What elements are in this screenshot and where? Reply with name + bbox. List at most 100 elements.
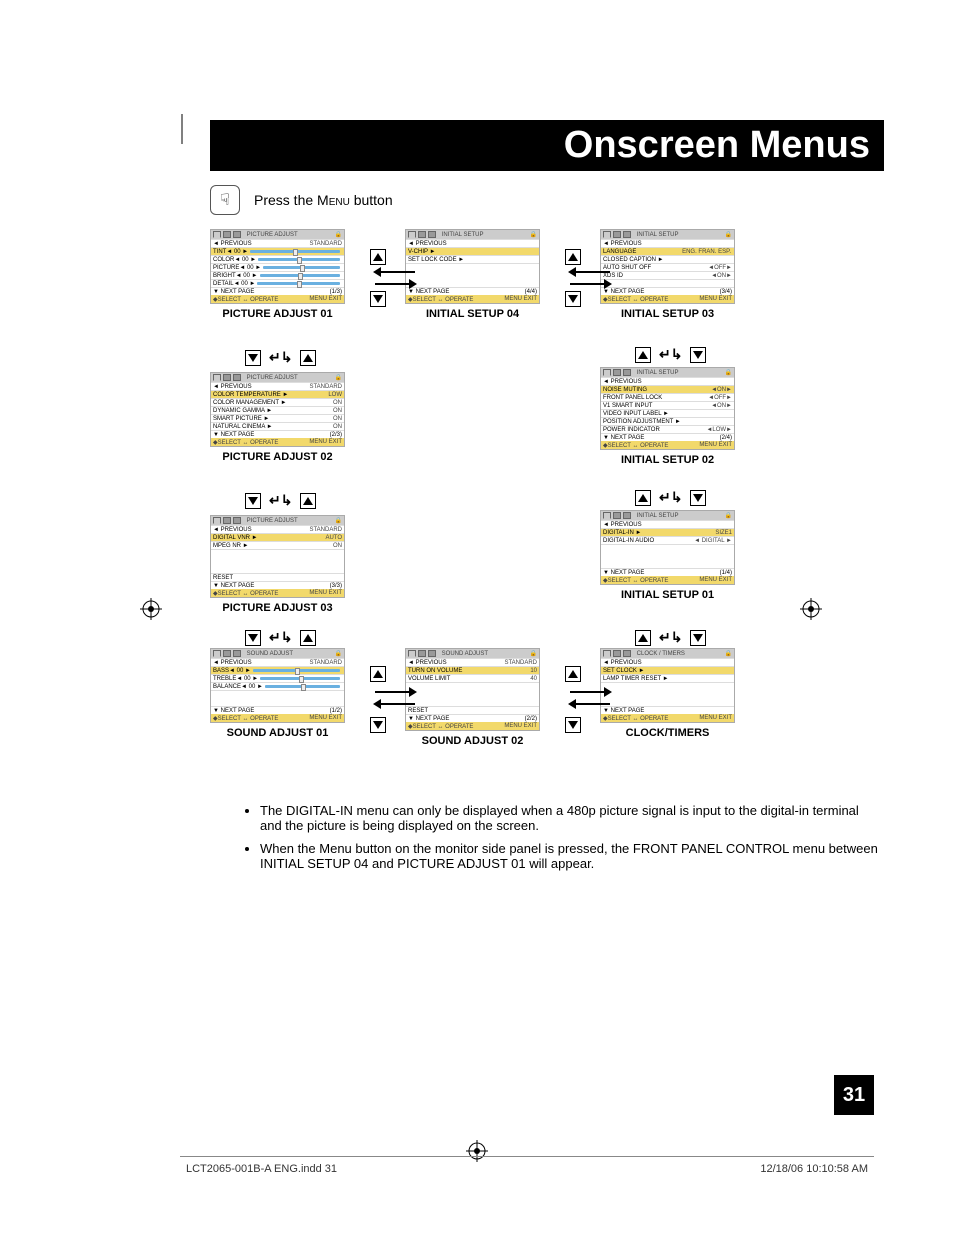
nav-down-icon bbox=[690, 630, 706, 646]
nav-down-icon bbox=[690, 490, 706, 506]
between-arrows: ↵↳ bbox=[635, 489, 706, 506]
nav-down-icon bbox=[245, 630, 261, 646]
reg-mark-icon bbox=[466, 120, 488, 142]
osd-next-page: ▼ NEXT PAGE bbox=[601, 706, 734, 714]
osd-footer-bar: ◆SELECT ↔ OPERATEMENU EXIT bbox=[211, 714, 344, 722]
instruction-suffix: button bbox=[350, 192, 393, 208]
nav-down-icon bbox=[370, 717, 386, 733]
between-arrows: ↵↳ bbox=[245, 349, 316, 366]
link-arrow-r-icon bbox=[570, 687, 610, 697]
osd-previous-row: ◄ PREVIOUS bbox=[601, 239, 734, 247]
between-arrows: ↵↳ bbox=[245, 629, 316, 646]
osd-previous-row: ◄ PREVIOUSSTANDARD bbox=[211, 658, 344, 666]
nav-up-icon bbox=[635, 347, 651, 363]
osd-footer-bar: ◆SELECT ↔ OPERATEMENU EXIT bbox=[601, 441, 734, 449]
osd-is1: INITIAL SETUP🔒◄ PREVIOUSDIGITAL-IN ►SIZE… bbox=[600, 510, 735, 601]
link-arrow-l-icon bbox=[375, 699, 415, 709]
osd-footer-bar: ◆SELECT ↔ OPERATEMENU EXIT bbox=[601, 295, 734, 303]
link-arrow-l-icon bbox=[375, 267, 415, 277]
osd-next-page: ▼ NEXT PAGE(1/2) bbox=[211, 706, 344, 714]
osd-item-row: PICTURE◄ 00 ► bbox=[211, 263, 344, 271]
nav-up-icon bbox=[300, 350, 316, 366]
osd-caption: CLOCK/TIMERS bbox=[600, 727, 735, 739]
osd-previous-row: ◄ PREVIOUS bbox=[406, 239, 539, 247]
page-number: 31 bbox=[834, 1075, 874, 1115]
osd-caption: SOUND ADJUST 01 bbox=[210, 727, 345, 739]
osd-footer-bar: ◆SELECT ↔ OPERATEMENU EXIT bbox=[211, 295, 344, 303]
osd-footer-bar: ◆SELECT ↔ OPERATEMENU EXIT bbox=[406, 722, 539, 730]
nav-up-icon bbox=[635, 490, 651, 506]
osd-pa1: PICTURE ADJUST🔒◄ PREVIOUSSTANDARDTINT◄ 0… bbox=[210, 229, 345, 320]
osd-previous-row: ◄ PREVIOUSSTANDARD bbox=[406, 658, 539, 666]
nav-down-icon bbox=[245, 350, 261, 366]
instruction-row: ☟ Press the Menu button bbox=[210, 185, 884, 215]
osd-item-row: SET LOCK CODE ► bbox=[406, 255, 539, 263]
osd-header: PICTURE ADJUST🔒 bbox=[211, 373, 344, 382]
osd-sa1: SOUND ADJUST🔒◄ PREVIOUSSTANDARDBASS◄ 00 … bbox=[210, 648, 345, 739]
osd-item-row: DYNAMIC GAMMA ►ON bbox=[211, 406, 344, 414]
crop-mark-icon bbox=[176, 114, 216, 154]
osd-item-row: BALANCE◄ 00 ► bbox=[211, 682, 344, 690]
curve-arrows-icon: ↵↳ bbox=[269, 349, 292, 366]
osd-item-row: VOLUME LIMIT40 bbox=[406, 674, 539, 682]
osd-caption: PICTURE ADJUST 03 bbox=[210, 602, 345, 614]
curve-arrows-icon: ↵↳ bbox=[659, 489, 682, 506]
osd-item-row: COLOR◄ 00 ► bbox=[211, 255, 344, 263]
osd-is3: INITIAL SETUP🔒◄ PREVIOUSLANGUAGEENG. FRA… bbox=[600, 229, 735, 320]
osd-footer-bar: ◆SELECT ↔ OPERATEMENU EXIT bbox=[211, 589, 344, 597]
osd-caption: PICTURE ADJUST 02 bbox=[210, 451, 345, 463]
between-arrows: ↵↳ bbox=[245, 492, 316, 509]
osd-item-row: LAMP TIMER RESET ► bbox=[601, 674, 734, 682]
nav-down-icon bbox=[565, 717, 581, 733]
osd-header: SOUND ADJUST🔒 bbox=[406, 649, 539, 658]
osd-item-row: DETAIL◄ 00 ► bbox=[211, 279, 344, 287]
osd-item-row: LANGUAGEENG. FRAN. ESP. bbox=[601, 247, 734, 255]
hand-icon: ☟ bbox=[210, 185, 240, 215]
osd-header: PICTURE ADJUST🔒 bbox=[211, 516, 344, 525]
curve-arrows-icon: ↵↳ bbox=[269, 492, 292, 509]
osd-item-row: SET CLOCK ► bbox=[601, 666, 734, 674]
link-arrow-r-icon bbox=[375, 279, 415, 289]
osd-next-page: ▼ NEXT PAGE(1/3) bbox=[211, 287, 344, 295]
note-item: The DIGITAL-IN menu can only be displaye… bbox=[260, 803, 884, 833]
osd-header: INITIAL SETUP🔒 bbox=[601, 511, 734, 520]
nav-up-icon bbox=[635, 630, 651, 646]
link-arrow-r-icon bbox=[570, 279, 610, 289]
osd-footer-bar: ◆SELECT ↔ OPERATEMENU EXIT bbox=[601, 714, 734, 722]
osd-item-row: POSITION ADJUSTMENT ► bbox=[601, 417, 734, 425]
osd-header: INITIAL SETUP🔒 bbox=[601, 230, 734, 239]
osd-caption: INITIAL SETUP 01 bbox=[600, 589, 735, 601]
osd-item-row: TINT◄ 00 ► bbox=[211, 247, 344, 255]
between-arrows: ↵↳ bbox=[635, 629, 706, 646]
osd-box: PICTURE ADJUST🔒◄ PREVIOUSSTANDARDTINT◄ 0… bbox=[210, 229, 345, 304]
osd-item-row: TURN ON VOLUME10 bbox=[406, 666, 539, 674]
between-arrows: ↵↳ bbox=[635, 346, 706, 363]
curve-arrows-icon: ↵↳ bbox=[269, 629, 292, 646]
instruction-prefix: Press the bbox=[254, 192, 317, 208]
osd-header: PICTURE ADJUST🔒 bbox=[211, 230, 344, 239]
menu-flow-diagram: PICTURE ADJUST🔒◄ PREVIOUSSTANDARDTINT◄ 0… bbox=[180, 229, 940, 789]
nav-up-icon bbox=[370, 666, 386, 682]
osd-item-row: BRIGHT◄ 00 ► bbox=[211, 271, 344, 279]
osd-item-row: BASS◄ 00 ► bbox=[211, 666, 344, 674]
osd-caption: SOUND ADJUST 02 bbox=[405, 735, 540, 747]
osd-next-page: ▼ NEXT PAGE(3/3) bbox=[211, 581, 344, 589]
osd-box: SOUND ADJUST🔒◄ PREVIOUSSTANDARDBASS◄ 00 … bbox=[210, 648, 345, 723]
nav-down-icon bbox=[245, 493, 261, 509]
link-arrow-r-icon bbox=[375, 687, 415, 697]
osd-previous-row: ◄ PREVIOUSSTANDARD bbox=[211, 382, 344, 390]
osd-next-page: ▼ NEXT PAGE(2/4) bbox=[601, 433, 734, 441]
osd-previous-row: ◄ PREVIOUS bbox=[601, 658, 734, 666]
osd-extra-row: RESET bbox=[406, 706, 539, 714]
osd-item-row: DIGITAL-IN AUDIO◄ DIGITAL ► bbox=[601, 536, 734, 544]
osd-item-row: V-CHIP ► bbox=[406, 247, 539, 255]
osd-is2: INITIAL SETUP🔒◄ PREVIOUSNOISE MUTING◄ON►… bbox=[600, 367, 735, 466]
osd-header: INITIAL SETUP🔒 bbox=[406, 230, 539, 239]
osd-item-row: NOISE MUTING◄ON► bbox=[601, 385, 734, 393]
osd-box: INITIAL SETUP🔒◄ PREVIOUSLANGUAGEENG. FRA… bbox=[600, 229, 735, 304]
osd-item-row: AUTO SHUT OFF◄OFF► bbox=[601, 263, 734, 271]
link-arrow-l-icon bbox=[570, 699, 610, 709]
reg-mark-icon bbox=[466, 1140, 488, 1162]
osd-box: INITIAL SETUP🔒◄ PREVIOUSNOISE MUTING◄ON►… bbox=[600, 367, 735, 450]
osd-previous-row: ◄ PREVIOUS bbox=[601, 377, 734, 385]
